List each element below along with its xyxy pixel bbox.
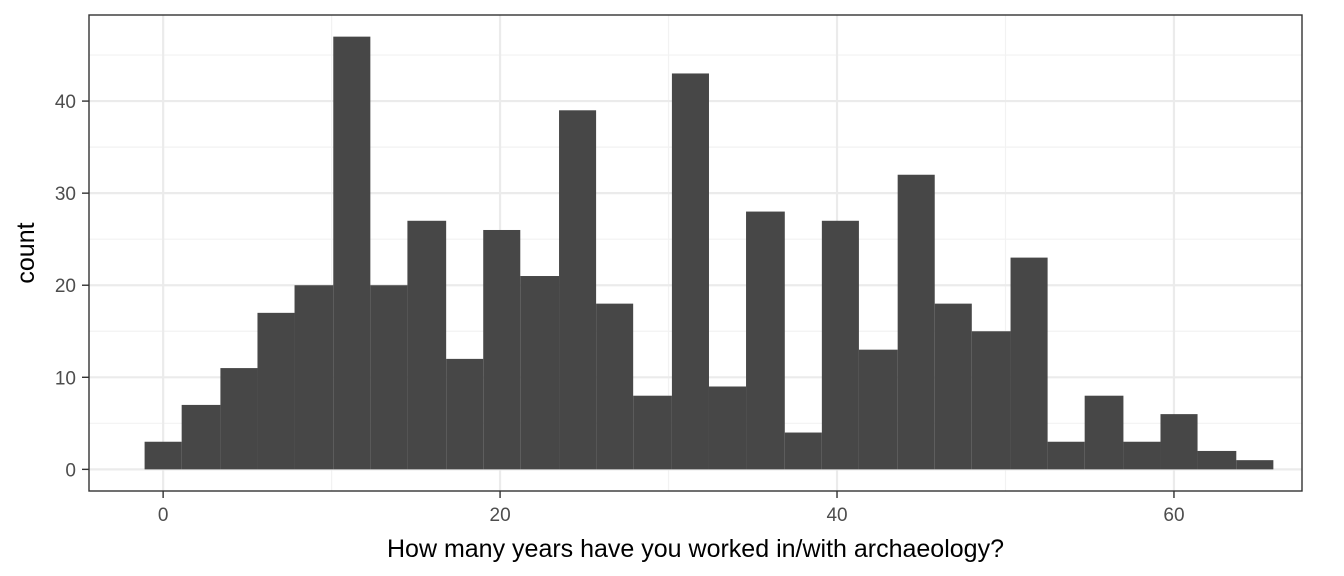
histogram-bars <box>144 36 1274 470</box>
histogram-bar <box>1123 441 1161 470</box>
y-tick-label: 40 <box>55 92 76 113</box>
y-axis-title: count <box>12 222 40 283</box>
histogram-bar <box>483 229 521 470</box>
histogram-bar <box>294 285 334 470</box>
histogram-bar <box>596 303 634 470</box>
histogram-bar <box>1084 395 1124 470</box>
y-tick-label: 20 <box>55 276 76 297</box>
histogram-bar <box>1010 257 1048 470</box>
histogram-bar <box>446 358 484 470</box>
x-tick-label: 0 <box>158 505 169 526</box>
histogram-bar <box>1236 460 1274 470</box>
histogram-bar <box>746 211 785 470</box>
histogram-bar <box>1160 414 1198 470</box>
histogram-bar <box>971 331 1011 470</box>
x-tick-label: 60 <box>1163 505 1184 526</box>
histogram-bar <box>821 220 859 470</box>
histogram-bar <box>520 276 560 470</box>
histogram-bar <box>858 349 898 470</box>
x-tick-label: 20 <box>490 505 511 526</box>
y-tick-label: 30 <box>55 184 76 205</box>
histogram-bar <box>784 432 822 470</box>
plot-panel-border <box>88 14 1303 492</box>
histogram-bar <box>934 303 972 470</box>
histogram-bar <box>671 73 709 470</box>
histogram-bar <box>1197 450 1237 470</box>
histogram-bar <box>181 404 221 470</box>
histogram-bar <box>559 110 597 470</box>
histogram-bar <box>144 441 182 470</box>
histogram-bar <box>897 174 935 470</box>
x-axis-title: How many years have you worked in/with a… <box>387 535 1004 563</box>
histogram-bar <box>708 386 747 470</box>
histogram-bar <box>370 285 408 470</box>
histogram-bar <box>333 36 371 470</box>
x-axis: 0 20 40 60 <box>158 491 1185 526</box>
x-tick-label: 40 <box>826 505 847 526</box>
y-tick-label: 10 <box>55 368 76 389</box>
histogram-bar <box>257 312 295 470</box>
histogram-bar <box>1047 441 1085 470</box>
histogram-bar <box>633 395 672 470</box>
y-axis: 0 10 20 30 40 <box>55 92 89 481</box>
y-tick-label: 0 <box>65 460 76 481</box>
histogram-bar <box>220 368 258 470</box>
histogram-bar <box>407 220 447 470</box>
